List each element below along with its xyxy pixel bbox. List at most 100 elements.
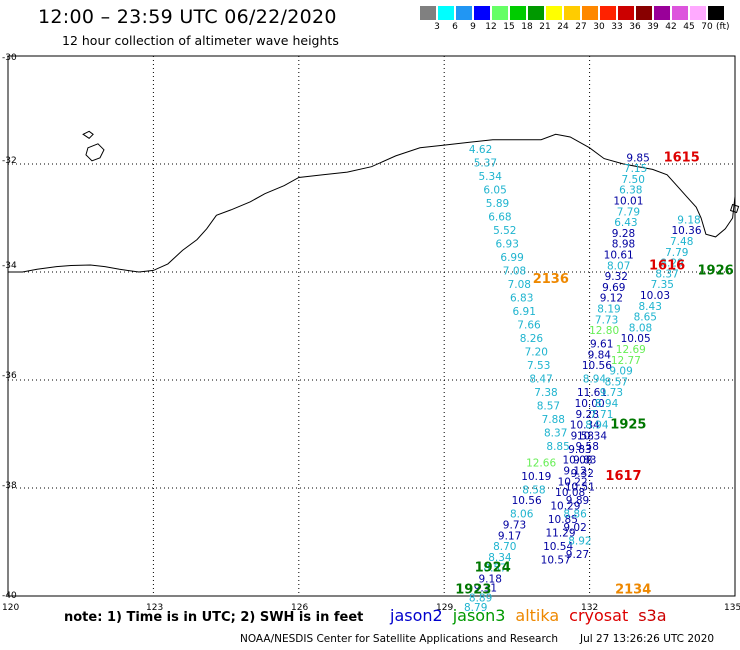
island-south	[85, 143, 105, 162]
wave-height-value: 8.29	[660, 258, 683, 270]
wave-height-value: 8.43	[639, 301, 662, 313]
credit-line: NOAA/NESDIS Center for Satellite Applica…	[240, 633, 558, 645]
wave-height-value: 9.28	[612, 228, 635, 240]
legend-swatch	[420, 6, 436, 20]
wave-height-value: 9.69	[602, 282, 625, 294]
legend-swatch	[636, 6, 652, 20]
wave-height-value: 10.05	[621, 333, 651, 345]
legend-swatch	[510, 6, 526, 20]
legend-label: 36	[629, 22, 641, 32]
wave-height-value: 9.09	[609, 366, 632, 378]
wave-height-value: 12.80	[589, 325, 619, 337]
wave-height-value: 6.43	[614, 217, 637, 229]
wave-height-value: 12.66	[526, 457, 556, 469]
legend-swatch	[618, 6, 634, 20]
wave-height-value: 10.34	[570, 420, 600, 432]
wave-height-value: 9.17	[498, 530, 521, 542]
y-tick-34: -34	[2, 261, 17, 271]
legend-swatch	[654, 6, 670, 20]
wave-height-value: 10.29	[550, 501, 580, 513]
wave-height-value: 5.52	[493, 225, 516, 237]
legend-swatch	[690, 6, 706, 20]
wave-height-value: 10.57	[541, 555, 571, 567]
x-tick-135: 135	[724, 603, 740, 613]
wave-height-value: 10.36	[671, 225, 701, 237]
wave-height-value: 8.98	[612, 239, 635, 251]
wave-height-value: 6.99	[500, 252, 523, 264]
satellite-cryosat: cryosat	[569, 606, 629, 625]
wave-height-value: 8.08	[629, 322, 652, 334]
wave-height-value: 12.77	[611, 355, 641, 367]
legend-label: 15	[503, 22, 515, 32]
wave-height-value: 7.15	[624, 163, 647, 175]
wave-height-value: 10.54	[543, 541, 573, 553]
wave-height-value: 9.58	[571, 430, 594, 442]
y-tick-32: -32	[2, 156, 17, 166]
wave-height-value: 10.08	[562, 455, 592, 467]
page-subtitle: 12 hour collection of altimeter wave hei…	[62, 33, 339, 48]
wave-height-value: 9.61	[590, 339, 613, 351]
wave-height-value: 8.58	[522, 484, 545, 496]
wave-height-value: 8.89	[469, 592, 492, 604]
island-east	[729, 203, 740, 214]
wave-height-value: 8.85	[546, 441, 569, 453]
wave-height-value: 8.57	[483, 563, 506, 575]
legend-label: 33	[611, 22, 623, 32]
legend-label: 24	[557, 22, 569, 32]
x-tick-120: 120	[2, 603, 20, 613]
wave-height-value: 4.62	[469, 144, 492, 156]
track-time-label: 1616	[649, 258, 685, 273]
wave-height-value: 7.79	[665, 247, 688, 259]
wave-height-value: 8.19	[597, 304, 620, 316]
legend-swatch	[672, 6, 688, 20]
wave-height-value: 7.71	[590, 409, 613, 421]
wave-height-value: 10.34	[577, 430, 607, 442]
track-time-label: 2136	[533, 272, 569, 287]
wave-height-value: 9.83	[573, 455, 596, 467]
wave-height-value: 8.70	[493, 541, 516, 553]
wave-height-value: 7.66	[517, 320, 541, 332]
wave-height-value: 8.57	[605, 376, 628, 388]
wave-height-value: 10.51	[565, 482, 595, 494]
wave-height-value: 10.03	[640, 290, 670, 302]
wave-height-value: 9.12	[563, 466, 586, 478]
legend-swatch	[708, 6, 724, 20]
wave-height-value: 7.50	[622, 174, 645, 186]
wave-height-value: 8.37	[544, 428, 567, 440]
wave-height-value: 12.69	[616, 344, 646, 356]
wave-height-value: 9.28	[576, 409, 599, 421]
wave-height-value: 6.38	[619, 185, 642, 197]
wave-height-value: 8.94	[585, 420, 609, 432]
legend-label: 39	[647, 22, 659, 32]
map-frame	[7, 55, 736, 597]
wave-height-value: 5.37	[474, 158, 497, 170]
legend-label: 70	[701, 22, 713, 32]
track-time-label: 1925	[610, 418, 646, 433]
legend-label: 9	[470, 22, 476, 32]
wave-height-value: 5.34	[479, 171, 503, 183]
x-tick-123: 123	[146, 603, 164, 613]
legend-label: 27	[575, 22, 587, 32]
legend-unit: (ft)	[716, 22, 730, 32]
y-tick-38: -38	[2, 481, 17, 491]
page-title: 12:00 – 23:59 UTC 06/22/2020	[38, 6, 337, 28]
wave-height-value: 10.00	[575, 398, 605, 410]
legend-label: 21	[539, 22, 551, 32]
footer-note: note: 1) Time is in UTC; 2) SWH is in fe…	[64, 610, 364, 625]
y-tick-36: -36	[2, 371, 17, 381]
wave-height-value: 9.02	[563, 522, 586, 534]
wave-height-value: 8.94	[583, 374, 607, 386]
wave-height-value: 9.73	[600, 387, 623, 399]
legend-label: 3	[434, 22, 440, 32]
x-tick-132: 132	[581, 603, 599, 613]
wave-height-value: 9.12	[600, 293, 623, 305]
wave-height-value: 9.18	[479, 574, 502, 586]
x-tick-129: 129	[436, 603, 454, 613]
timestamp: Jul 27 13:26:26 UTC 2020	[580, 633, 715, 645]
wave-height-value: 10.56	[582, 360, 612, 372]
wave-height-value: 7.88	[542, 414, 565, 426]
wave-height-value: 10.08	[555, 487, 585, 499]
wave-height-value: 9.84	[588, 349, 612, 361]
legend-swatch	[456, 6, 472, 20]
